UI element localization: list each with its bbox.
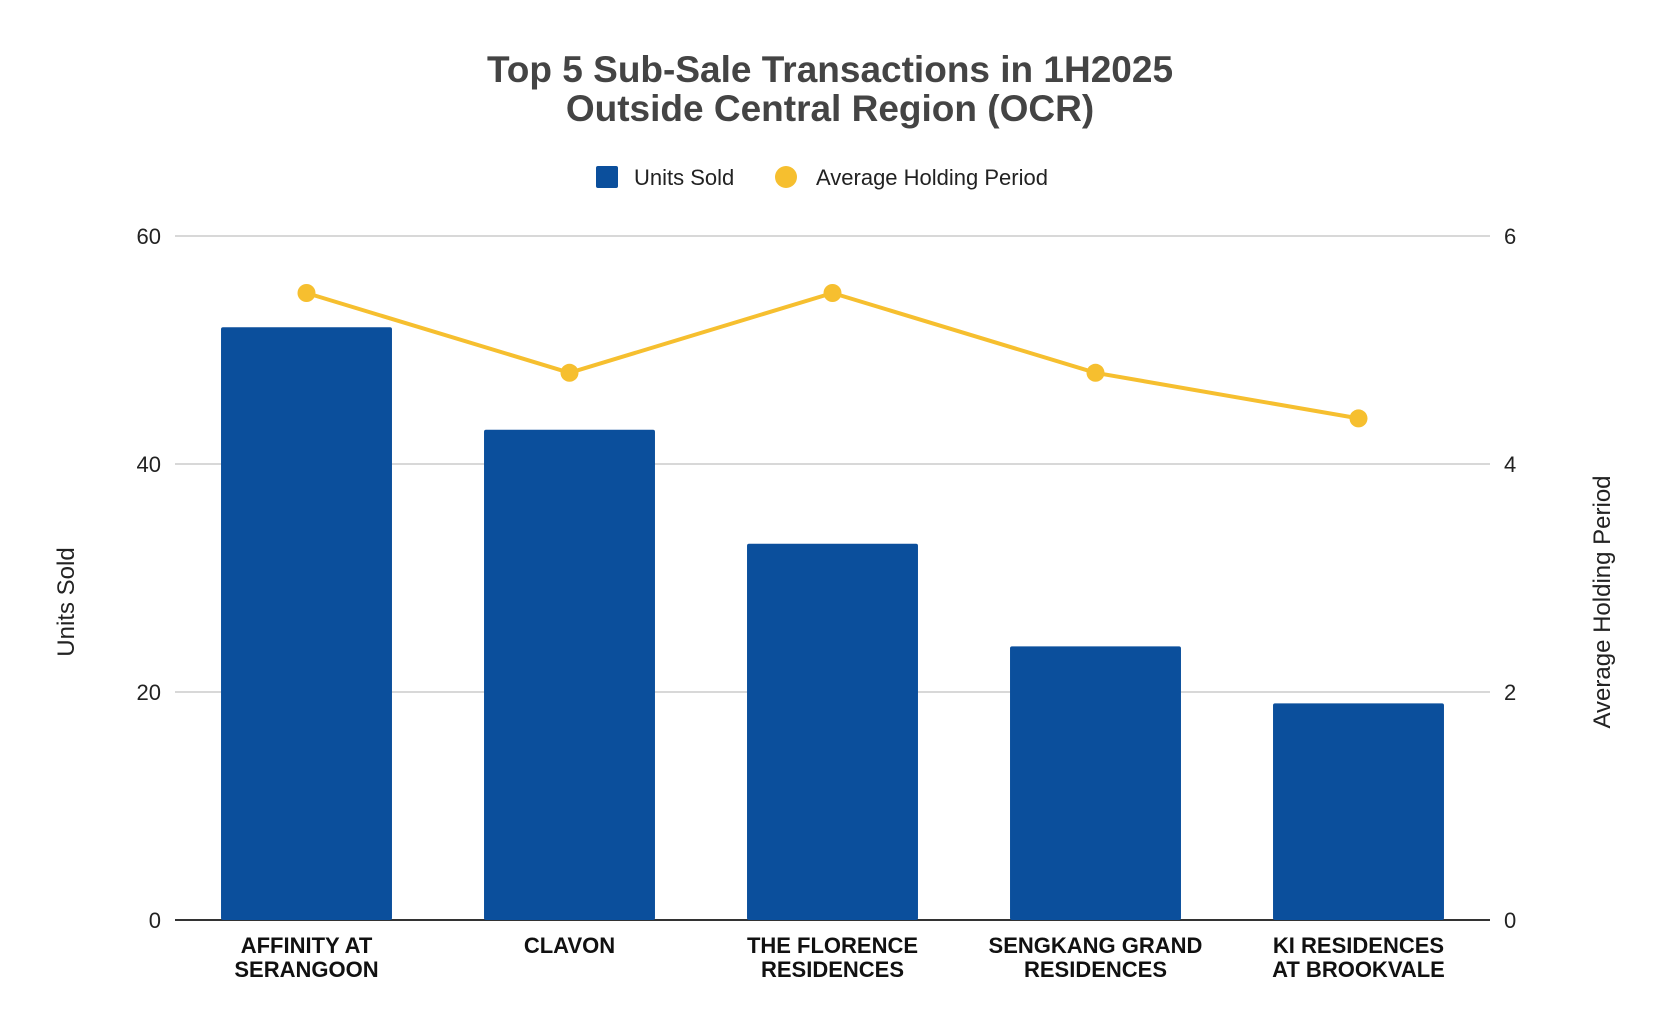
y-right-tick-label: 4 [1504,452,1516,477]
holding-period-point [560,363,579,382]
y-axis-right-label: Average Holding Period [1589,475,1616,728]
chart-title-line-2: Outside Central Region (OCR) [566,88,1094,129]
category-label: KI RESIDENCES [1273,933,1444,958]
holding-period-point [823,284,842,302]
category-label: RESIDENCES [1024,957,1167,982]
y-left-tick-label: 60 [137,224,161,249]
y-right-tick-label: 0 [1504,908,1516,933]
legend: Units Sold Average Holding Period [596,165,1048,190]
bar-units-sold [484,429,655,920]
category-label: SENGKANG GRAND [989,933,1203,958]
legend-holding-period-marker [775,166,797,188]
y-left-tick-label: 40 [137,452,161,477]
y-right-tick-label: 2 [1504,680,1516,705]
axis-ticks: 0 20 40 60 0 2 4 6 [137,224,1517,933]
legend-units-sold-swatch [596,166,618,188]
y-left-tick-label: 20 [137,680,161,705]
bar-units-sold [1273,703,1444,920]
bar-units-sold [1010,646,1181,920]
bar-units-sold [747,543,918,920]
chart-title-line-1: Top 5 Sub-Sale Transactions in 1H2025 [487,49,1173,90]
y-left-tick-label: 0 [149,908,161,933]
holding-period-line [297,284,1368,428]
holding-period-series-line [305,291,1359,421]
category-label: SERANGOON [234,957,378,982]
holding-period-point [1086,363,1105,382]
category-label: AFFINITY AT [241,933,373,958]
bar-units-sold [221,327,392,920]
category-label: RESIDENCES [761,957,904,982]
y-axis-left-label: Units Sold [53,547,80,656]
legend-units-sold-label: Units Sold [634,165,734,190]
category-label: CLAVON [524,933,615,958]
holding-period-point [1349,409,1368,428]
category-label: THE FLORENCE [747,933,918,958]
legend-holding-period-label: Average Holding Period [816,165,1048,190]
bars [221,327,1444,920]
holding-period-point [297,284,316,302]
category-label: AT BROOKVALE [1272,957,1445,982]
y-right-tick-label: 6 [1504,224,1516,249]
